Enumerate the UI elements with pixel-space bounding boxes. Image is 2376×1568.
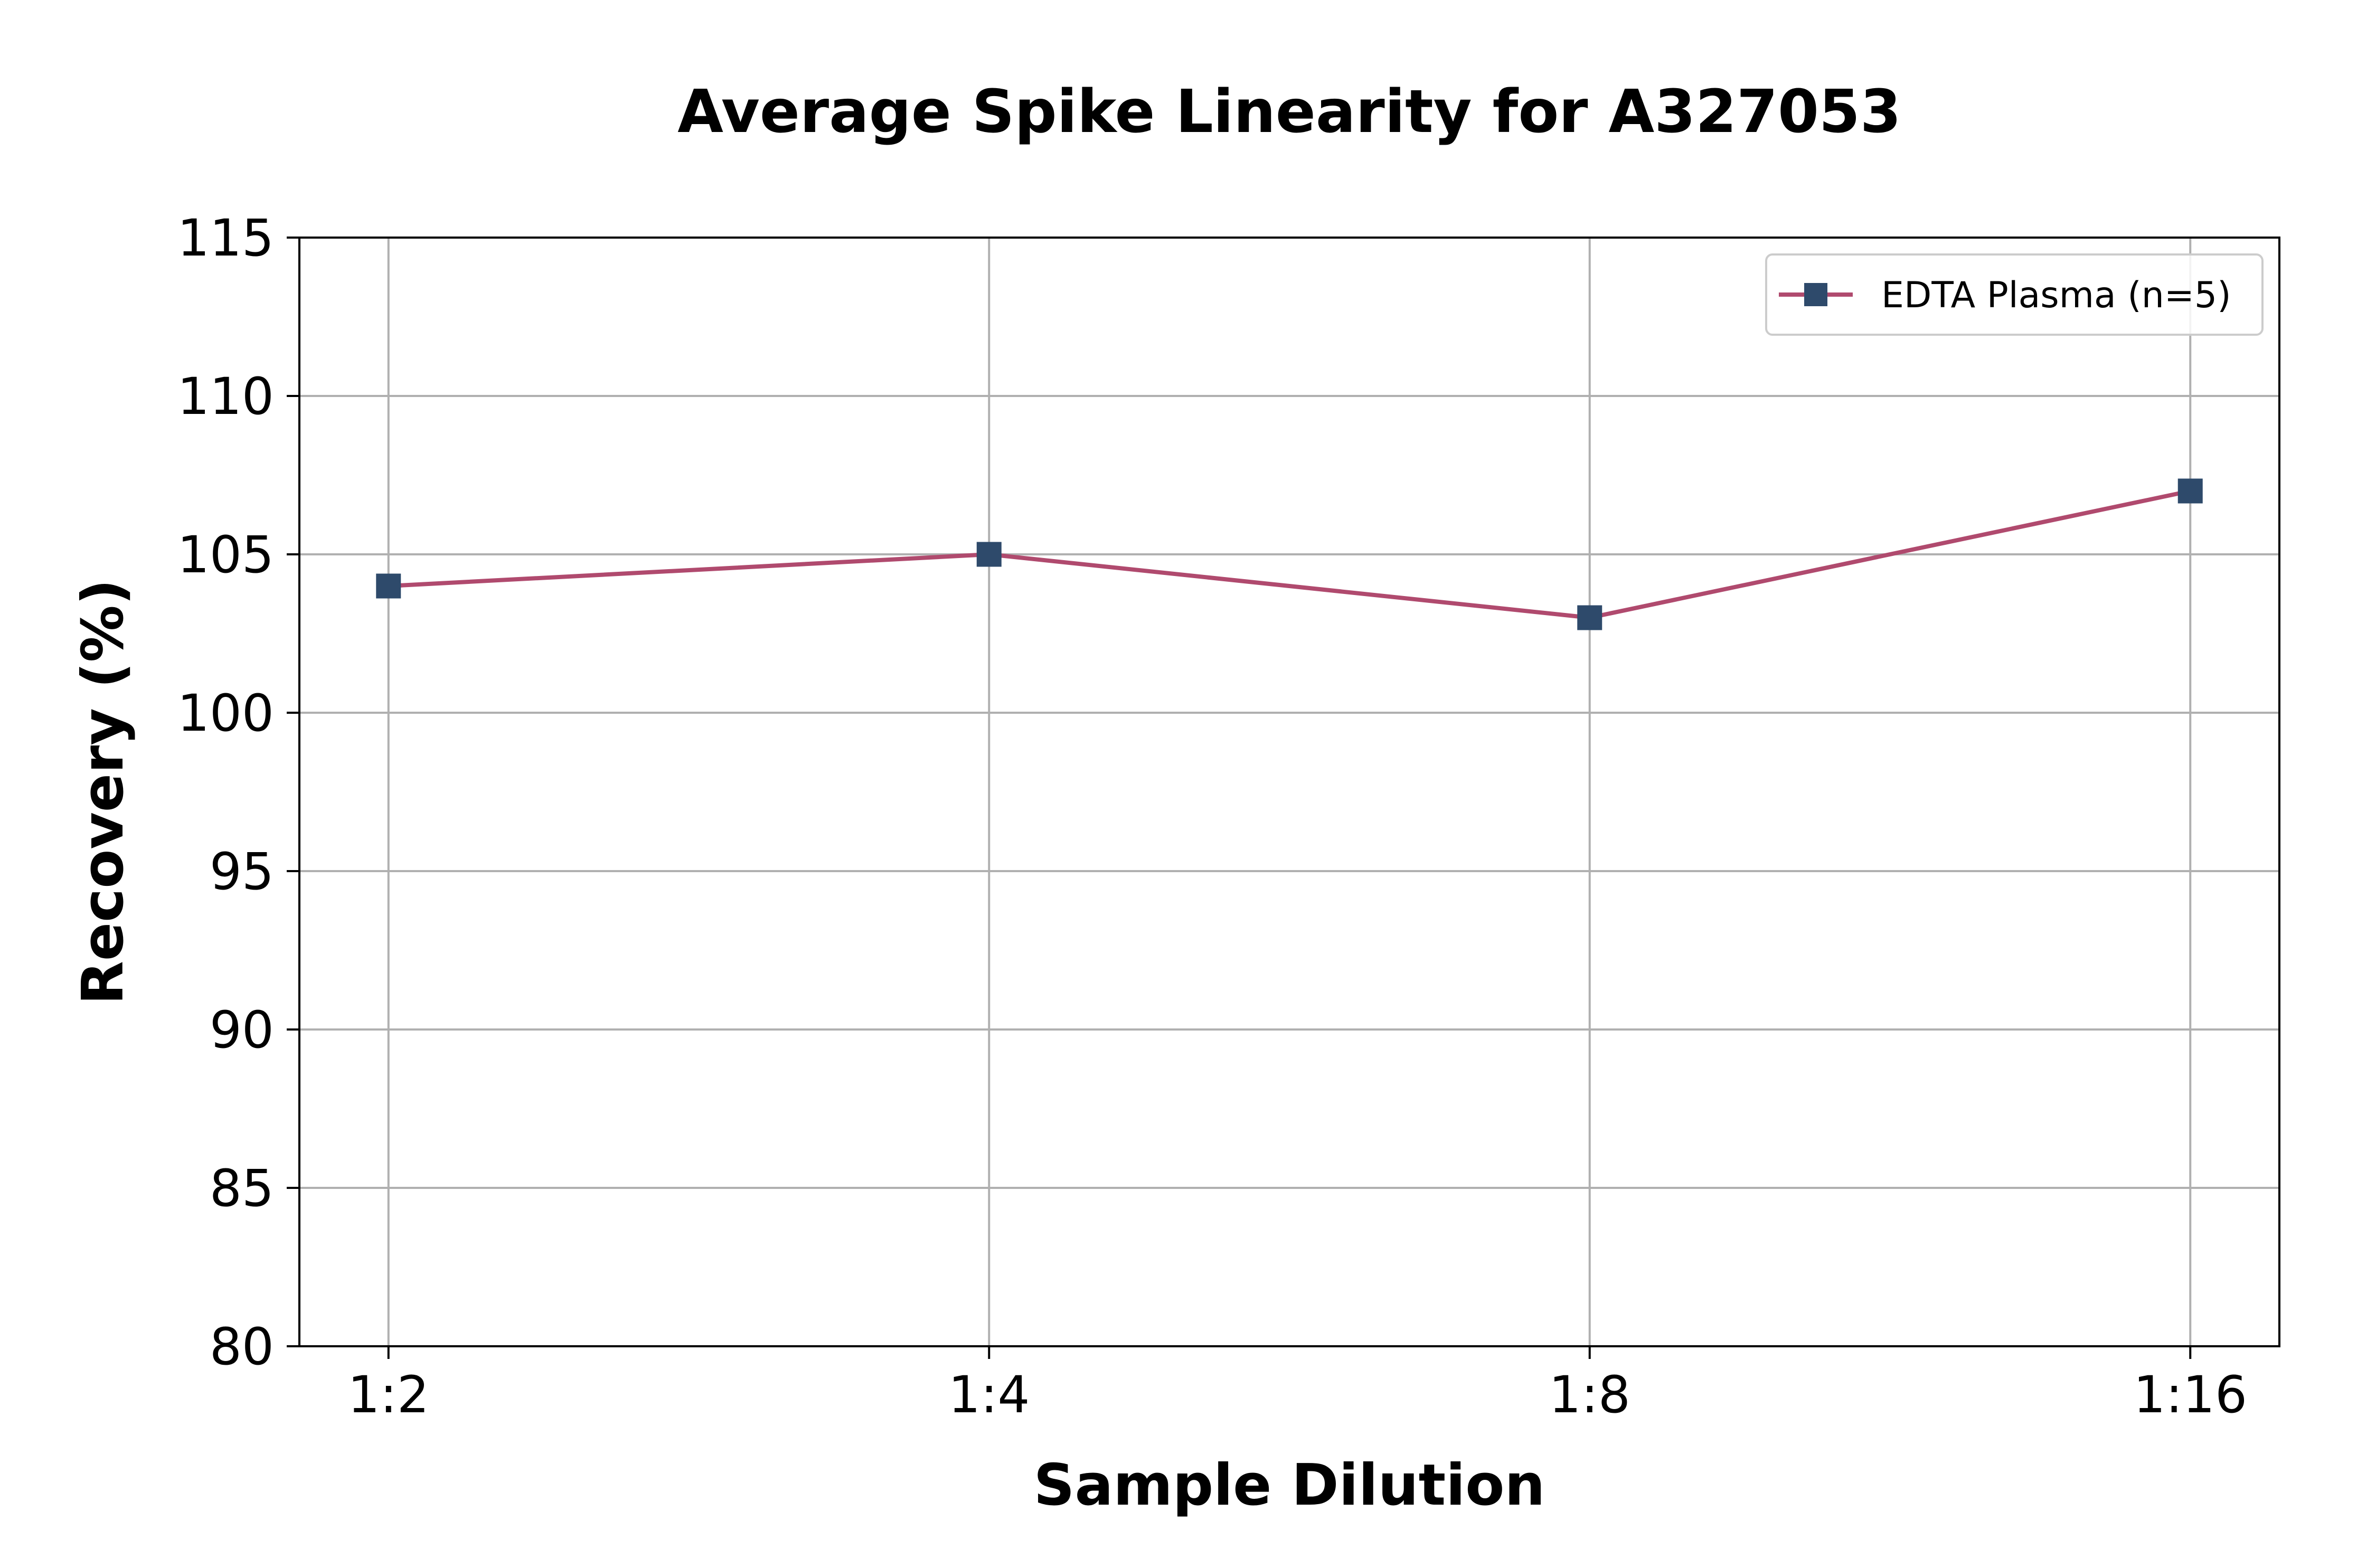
y-axis-label: Recovery (%) <box>70 579 136 1005</box>
y-tick-label: 110 <box>177 367 274 426</box>
chart-title: Average Spike Linearity for A327053 <box>677 78 1901 146</box>
y-tick-label: 80 <box>210 1317 274 1376</box>
x-tick-label: 1:16 <box>2133 1365 2247 1424</box>
data-point-marker <box>1577 605 1602 630</box>
series-line <box>388 489 2191 620</box>
legend: EDTA Plasma (n=5) <box>1765 253 2264 336</box>
legend-marker-swatch <box>1804 283 1827 306</box>
data-point-marker <box>2177 478 2203 504</box>
y-axis-ticks: 80 85 90 95 100 105 110 115 <box>177 209 299 1376</box>
y-tick-label: 85 <box>210 1159 274 1218</box>
plot-frame <box>298 237 2280 1347</box>
x-tick-label: 1:2 <box>348 1365 430 1424</box>
legend-box <box>1765 253 2264 336</box>
series-layer <box>376 478 2203 630</box>
y-tick-label: 105 <box>177 525 274 584</box>
x-tick-label: 1:8 <box>1549 1365 1631 1424</box>
x-axis-ticks: 1:2 1:4 1:8 1:16 <box>348 1346 2247 1424</box>
data-point-marker <box>976 542 1002 567</box>
y-tick-label: 90 <box>210 1000 274 1060</box>
y-tick-label: 100 <box>177 684 274 743</box>
data-point-marker <box>376 573 401 599</box>
y-tick-label: 95 <box>210 842 274 901</box>
x-tick-label: 1:4 <box>948 1365 1030 1424</box>
y-tick-label: 115 <box>177 209 274 268</box>
x-axis-label: Sample Dilution <box>1034 1452 1545 1518</box>
legend-label: EDTA Plasma (n=5) <box>1881 275 2231 316</box>
